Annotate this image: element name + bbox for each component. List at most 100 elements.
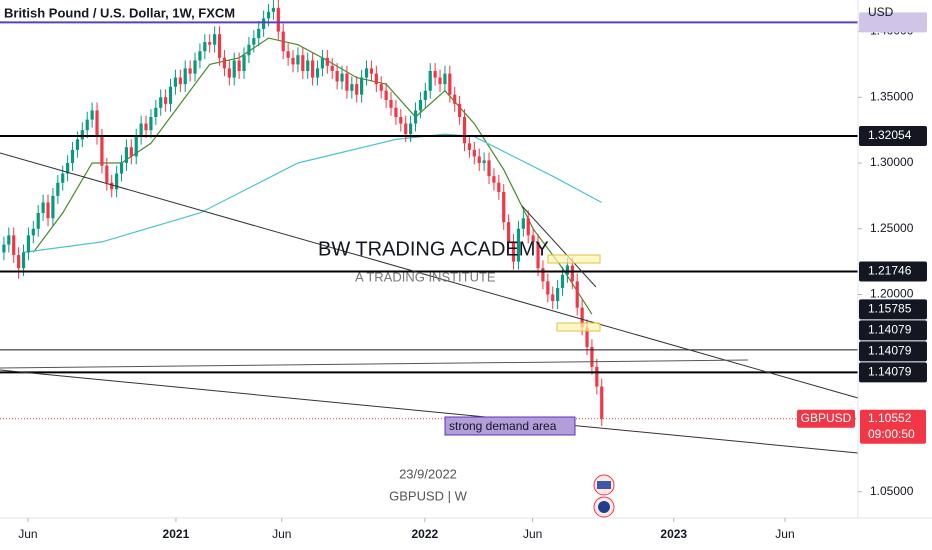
candle-body bbox=[575, 281, 579, 308]
candle-body bbox=[61, 173, 65, 183]
candle-body bbox=[467, 143, 472, 150]
candle-body bbox=[497, 182, 501, 192]
level-tag-label: 1.21746 bbox=[868, 264, 912, 278]
candle-body bbox=[315, 68, 320, 78]
candle-body bbox=[570, 265, 574, 282]
candle-body bbox=[394, 107, 398, 118]
flag-icon bbox=[597, 481, 611, 489]
current-price-label: 1.10552 bbox=[868, 411, 912, 425]
symbol-tag bbox=[797, 409, 855, 428]
candle-body bbox=[46, 202, 50, 219]
candle-body bbox=[404, 123, 408, 135]
candle-body bbox=[541, 268, 545, 282]
watermark-sub: A TRADING INSTITUTE bbox=[355, 269, 496, 284]
candle-body bbox=[80, 130, 84, 140]
candle-body bbox=[271, 7, 276, 12]
level-tag-label: 1.14079 bbox=[868, 365, 912, 379]
candle-body bbox=[345, 73, 349, 91]
level-tag bbox=[859, 261, 927, 282]
candle-body bbox=[355, 84, 359, 95]
candle-body bbox=[56, 182, 60, 196]
candle-body bbox=[276, 7, 280, 32]
footer-date: 23/9/2022 bbox=[399, 466, 457, 481]
symbol-tag-label: GBPUSD bbox=[801, 411, 852, 425]
level-tag-label: 1.15785 bbox=[868, 302, 912, 316]
candle-body bbox=[526, 218, 530, 236]
level-tag bbox=[859, 320, 927, 341]
candle-body bbox=[448, 73, 452, 95]
x-tick-label: Jun bbox=[775, 527, 794, 541]
y-tick-label: 1.25000 bbox=[870, 221, 914, 235]
candle-body bbox=[164, 97, 168, 104]
candle-body bbox=[556, 287, 560, 302]
candle-body bbox=[144, 123, 148, 131]
candle-body bbox=[159, 97, 163, 108]
watermark: BW TRADING ACADEMY bbox=[318, 238, 549, 260]
candle-body bbox=[423, 90, 427, 100]
candle-body bbox=[600, 386, 604, 419]
candle-body bbox=[453, 94, 457, 104]
candle-body bbox=[12, 235, 16, 256]
candle-body bbox=[511, 241, 516, 262]
x-tick-label: 2022 bbox=[411, 527, 438, 541]
candle-body bbox=[565, 265, 570, 275]
candle-body bbox=[311, 60, 315, 78]
candle-body bbox=[291, 57, 295, 65]
annotation: strong demand area bbox=[449, 419, 557, 433]
candle-body bbox=[335, 70, 339, 82]
annotation-box bbox=[444, 416, 576, 436]
level-tag bbox=[859, 126, 927, 147]
candle-body bbox=[237, 60, 241, 71]
candle-body bbox=[100, 136, 104, 166]
candle-body bbox=[232, 60, 236, 78]
level-tag bbox=[859, 12, 927, 33]
candle-body bbox=[110, 182, 114, 190]
candle-body bbox=[502, 191, 506, 223]
candle-body bbox=[433, 70, 437, 78]
level-tag bbox=[859, 362, 927, 383]
candle-body bbox=[95, 110, 99, 137]
candle-body bbox=[536, 241, 540, 269]
candle-body bbox=[173, 77, 178, 87]
candle-body bbox=[301, 55, 305, 71]
candle-body bbox=[428, 70, 432, 91]
candle-body bbox=[443, 73, 447, 85]
candle-body bbox=[247, 44, 251, 56]
candle-body bbox=[360, 77, 364, 95]
flag-icon bbox=[598, 501, 610, 513]
level-tag bbox=[859, 299, 927, 320]
footer-symbol: GBPUSD | W bbox=[389, 488, 468, 503]
y-tick-label: 1.05000 bbox=[870, 484, 914, 498]
candle-body bbox=[134, 136, 138, 157]
candle-body bbox=[213, 34, 217, 45]
candle-body bbox=[198, 51, 202, 61]
candle-body bbox=[17, 255, 21, 269]
candle-body bbox=[409, 123, 413, 135]
candle-body bbox=[51, 195, 55, 219]
candle-body bbox=[90, 110, 94, 120]
y-tick-label: 1.20000 bbox=[870, 287, 914, 301]
x-tick-label: 2023 bbox=[660, 527, 687, 541]
candle-body bbox=[217, 34, 222, 58]
candle-body bbox=[66, 163, 70, 174]
candle-body bbox=[462, 117, 467, 144]
trend-line bbox=[521, 205, 597, 288]
trend-line bbox=[0, 369, 859, 454]
candle-body bbox=[70, 149, 75, 164]
y-tick-label: 1.30000 bbox=[870, 155, 914, 169]
candle-body bbox=[389, 99, 393, 108]
candle-body bbox=[551, 294, 555, 302]
drawings bbox=[0, 152, 859, 454]
candle-body bbox=[266, 11, 271, 19]
chart-title: British Pound / U.S. Dollar, 1W, FXCM bbox=[4, 5, 235, 20]
candle-body bbox=[252, 38, 256, 45]
candle-body bbox=[492, 176, 496, 183]
trend-line bbox=[0, 359, 749, 369]
countdown: 09:00:50 bbox=[868, 427, 915, 441]
candle-body bbox=[26, 235, 31, 253]
candle-body bbox=[590, 347, 594, 367]
candle-body bbox=[36, 212, 40, 229]
candle-body bbox=[296, 55, 300, 65]
candle-body bbox=[458, 103, 462, 118]
